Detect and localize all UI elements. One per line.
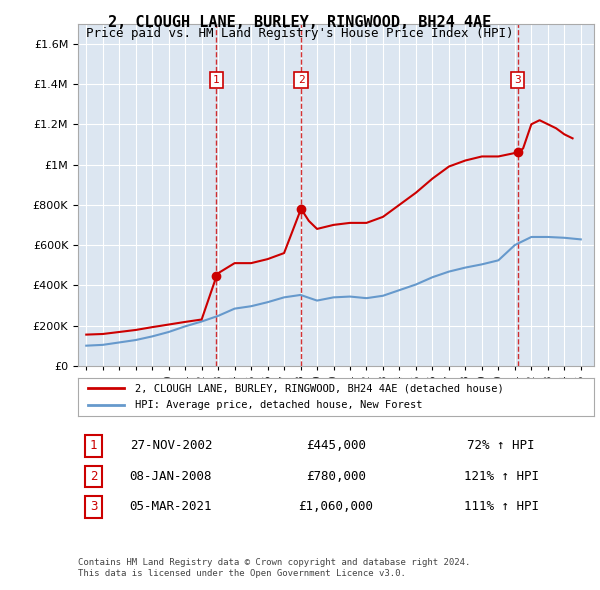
Text: Contains HM Land Registry data © Crown copyright and database right 2024.: Contains HM Land Registry data © Crown c… xyxy=(78,558,470,566)
Text: 1: 1 xyxy=(90,440,97,453)
Text: 121% ↑ HPI: 121% ↑ HPI xyxy=(464,470,539,483)
Text: 2, CLOUGH LANE, BURLEY, RINGWOOD, BH24 4AE (detached house): 2, CLOUGH LANE, BURLEY, RINGWOOD, BH24 4… xyxy=(135,384,503,394)
Text: 3: 3 xyxy=(90,500,97,513)
Text: HPI: Average price, detached house, New Forest: HPI: Average price, detached house, New … xyxy=(135,400,422,410)
Text: 1: 1 xyxy=(213,75,220,85)
Text: 05-MAR-2021: 05-MAR-2021 xyxy=(130,500,212,513)
Text: Price paid vs. HM Land Registry's House Price Index (HPI): Price paid vs. HM Land Registry's House … xyxy=(86,27,514,40)
Text: 27-NOV-2002: 27-NOV-2002 xyxy=(130,440,212,453)
Text: 2: 2 xyxy=(298,75,304,85)
Text: This data is licensed under the Open Government Licence v3.0.: This data is licensed under the Open Gov… xyxy=(78,569,406,578)
Text: 2, CLOUGH LANE, BURLEY, RINGWOOD, BH24 4AE: 2, CLOUGH LANE, BURLEY, RINGWOOD, BH24 4… xyxy=(109,15,491,30)
Text: 111% ↑ HPI: 111% ↑ HPI xyxy=(464,500,539,513)
Text: 72% ↑ HPI: 72% ↑ HPI xyxy=(467,440,535,453)
Text: 2: 2 xyxy=(90,470,97,483)
Text: £445,000: £445,000 xyxy=(306,440,366,453)
Text: £780,000: £780,000 xyxy=(306,470,366,483)
Text: 08-JAN-2008: 08-JAN-2008 xyxy=(130,470,212,483)
Text: £1,060,000: £1,060,000 xyxy=(299,500,373,513)
Text: 3: 3 xyxy=(514,75,521,85)
